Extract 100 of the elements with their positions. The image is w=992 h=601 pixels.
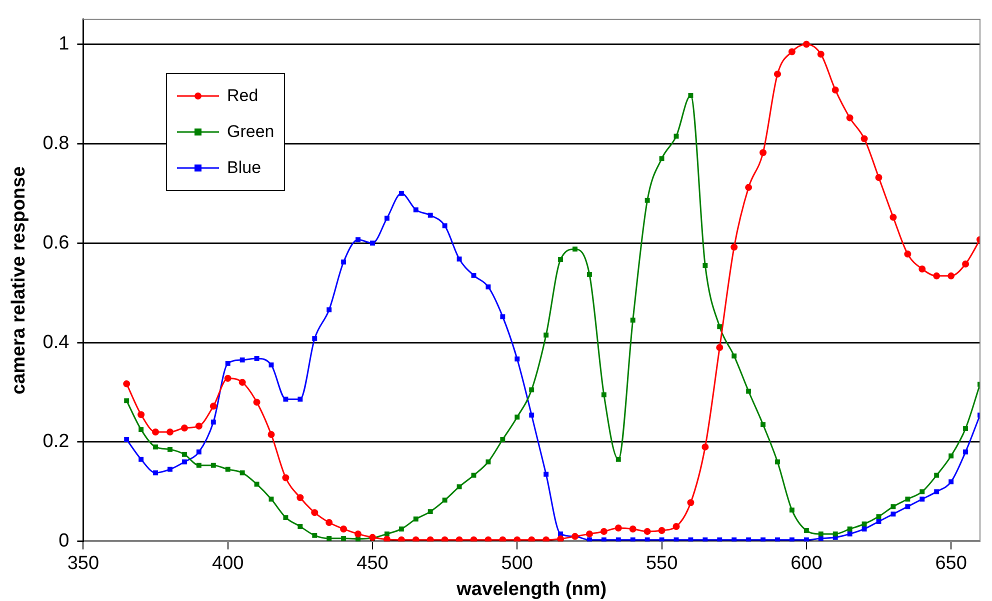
- point: [312, 336, 318, 342]
- point: [688, 92, 694, 98]
- point: [716, 344, 724, 352]
- point: [948, 453, 954, 458]
- point: [529, 387, 534, 392]
- point: [168, 466, 172, 472]
- y-tick-label: 1: [58, 33, 70, 54]
- point: [240, 357, 245, 362]
- point: [195, 422, 202, 430]
- point: [760, 422, 766, 428]
- point: [426, 536, 434, 542]
- point: [412, 536, 420, 542]
- point: [210, 402, 217, 410]
- point: [268, 496, 274, 502]
- point: [456, 484, 462, 490]
- point: [471, 272, 476, 278]
- point: [832, 86, 839, 94]
- point: [890, 504, 896, 510]
- point: [471, 472, 476, 478]
- point: [225, 466, 230, 472]
- point: [818, 536, 824, 541]
- point: [442, 223, 448, 228]
- point: [862, 522, 867, 526]
- point: [182, 459, 187, 464]
- point: [340, 525, 348, 532]
- point: [298, 396, 303, 402]
- point: [875, 174, 882, 181]
- point: [905, 504, 910, 510]
- point: [804, 528, 809, 533]
- point: [500, 437, 506, 442]
- point: [341, 536, 346, 541]
- point: [240, 470, 245, 476]
- point: [963, 426, 968, 432]
- point: [601, 392, 606, 398]
- point: [557, 535, 564, 542]
- x-tick-label: 500: [501, 553, 533, 574]
- point: [254, 356, 260, 361]
- point: [124, 437, 130, 442]
- point: [456, 256, 462, 262]
- point: [138, 411, 145, 418]
- point: [210, 462, 216, 468]
- point: [428, 509, 433, 514]
- y-tick-label: 0.6: [42, 232, 70, 254]
- point: [398, 190, 404, 196]
- point: [153, 470, 158, 476]
- point: [283, 515, 288, 520]
- point: [817, 50, 824, 58]
- y-tick-label: 0.8: [42, 132, 70, 154]
- point: [544, 332, 549, 338]
- point: [384, 531, 390, 536]
- point: [238, 378, 246, 386]
- point: [383, 536, 390, 542]
- point: [544, 472, 549, 477]
- point: [933, 272, 940, 280]
- point: [196, 462, 202, 468]
- point: [168, 446, 172, 452]
- x-tick-label: 650: [935, 553, 967, 574]
- point: [672, 522, 680, 530]
- point: [658, 526, 666, 534]
- point: [948, 479, 954, 484]
- point: [802, 40, 810, 48]
- point: [644, 198, 650, 203]
- point: [860, 135, 868, 142]
- point: [600, 528, 608, 535]
- point: [732, 353, 737, 358]
- point: [730, 244, 738, 251]
- point: [398, 536, 405, 542]
- point: [904, 250, 912, 258]
- point: [456, 536, 463, 542]
- point: [717, 324, 722, 330]
- x-tick-label: 600: [790, 553, 822, 574]
- point: [890, 512, 896, 517]
- point: [486, 459, 491, 464]
- point: [268, 431, 275, 438]
- point: [876, 519, 882, 524]
- legend-label: Red: [227, 86, 258, 106]
- point: [312, 532, 318, 538]
- point: [542, 536, 550, 542]
- point: [253, 398, 260, 406]
- point: [428, 212, 433, 218]
- point: [470, 536, 478, 542]
- point: [225, 360, 230, 366]
- point: [775, 459, 780, 464]
- point: [847, 531, 852, 536]
- point: [614, 524, 622, 532]
- x-tick-label: 400: [212, 553, 244, 574]
- point: [788, 48, 796, 56]
- point: [846, 114, 854, 122]
- y-tick-label: 0: [58, 530, 70, 552]
- point: [558, 257, 564, 262]
- point: [370, 240, 375, 246]
- point: [687, 499, 694, 506]
- y-tick-label: 0.4: [42, 332, 70, 353]
- point: [514, 356, 520, 362]
- point: [528, 536, 536, 542]
- point: [745, 184, 752, 191]
- point: [659, 156, 664, 162]
- point: [413, 207, 418, 212]
- point: [920, 496, 925, 502]
- point: [296, 494, 304, 502]
